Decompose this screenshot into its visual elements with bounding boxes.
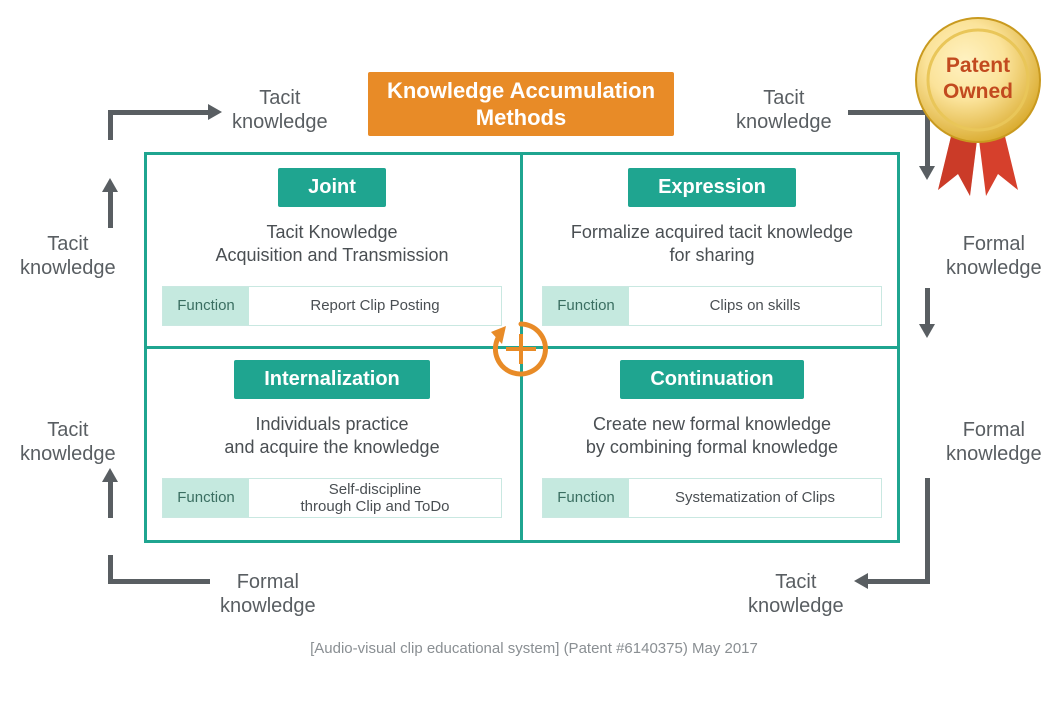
quadrant-joint-title: Joint xyxy=(278,168,386,207)
quadrant-expression-function: Function Clips on skills xyxy=(542,286,882,326)
title-text: Knowledge Accumulation Methods xyxy=(387,77,655,132)
quadrant-joint: Joint Tacit Knowledge Acquisition and Tr… xyxy=(156,168,508,326)
quadrant-internalization-title: Internalization xyxy=(234,360,430,399)
quadrant-internalization-desc: Individuals practice and acquire the kno… xyxy=(156,413,508,460)
title-banner: Knowledge Accumulation Methods xyxy=(368,72,674,136)
function-label: Function xyxy=(543,287,629,325)
quadrant-expression: Expression Formalize acquired tacit know… xyxy=(536,168,888,326)
label-top-left: Tacit knowledge xyxy=(232,86,328,134)
quadrant-joint-desc: Tacit Knowledge Acquisition and Transmis… xyxy=(156,221,508,268)
patent-badge: Patent Owned xyxy=(908,14,1048,204)
quadrant-continuation-function: Function Systematization of Clips xyxy=(542,478,882,518)
label-left-upper: Tacit knowledge xyxy=(20,232,116,280)
badge-text-line1: Patent xyxy=(946,54,1010,77)
cycle-icon xyxy=(488,316,554,382)
function-label: Function xyxy=(163,479,249,517)
label-top-right: Tacit knowledge xyxy=(736,86,832,134)
function-value: Systematization of Clips xyxy=(629,479,881,517)
caption: [Audio-visual clip educational system] (… xyxy=(294,640,774,657)
function-value: Report Clip Posting xyxy=(249,287,501,325)
function-label: Function xyxy=(543,479,629,517)
function-value: Self-discipline through Clip and ToDo xyxy=(249,479,501,517)
quadrant-continuation-desc: Create new formal knowledge by combining… xyxy=(536,413,888,460)
quadrant-continuation: Continuation Create new formal knowledge… xyxy=(536,360,888,518)
badge-text-line2: Owned xyxy=(943,80,1013,103)
function-value: Clips on skills xyxy=(629,287,881,325)
quadrant-internalization: Internalization Individuals practice and… xyxy=(156,360,508,518)
label-bottom-left: Formal knowledge xyxy=(220,570,316,618)
label-left-lower: Tacit knowledge xyxy=(20,418,116,466)
label-right-upper: Formal knowledge xyxy=(946,232,1042,280)
quadrant-joint-function: Function Report Clip Posting xyxy=(162,286,502,326)
diagram-canvas: Knowledge Accumulation Methods Joint Tac… xyxy=(0,0,1060,706)
quadrant-expression-title: Expression xyxy=(628,168,796,207)
quadrant-expression-desc: Formalize acquired tacit knowledge for s… xyxy=(536,221,888,268)
label-right-lower: Formal knowledge xyxy=(946,418,1042,466)
quadrant-continuation-title: Continuation xyxy=(620,360,803,399)
quadrant-internalization-function: Function Self-discipline through Clip an… xyxy=(162,478,502,518)
function-label: Function xyxy=(163,287,249,325)
label-bottom-right: Tacit knowledge xyxy=(748,570,844,618)
